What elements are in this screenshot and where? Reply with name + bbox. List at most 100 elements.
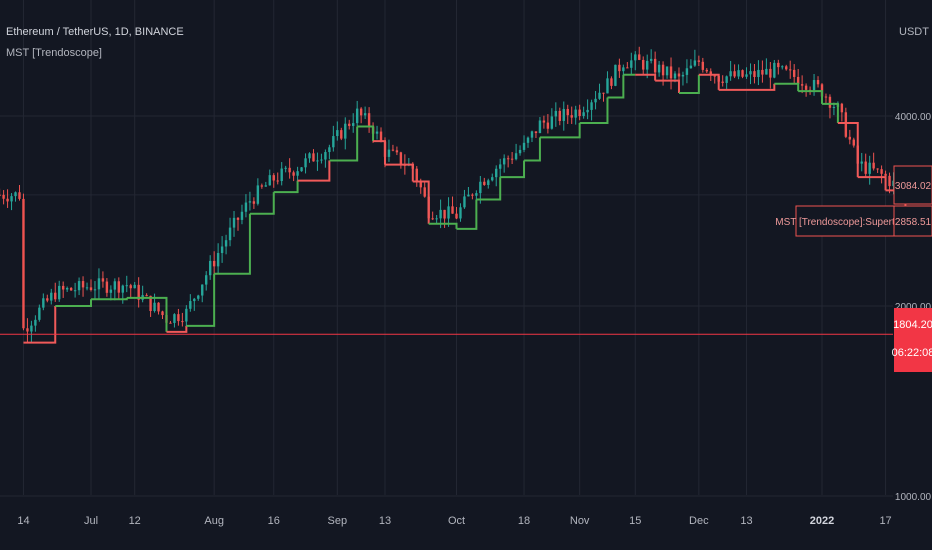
candle-body	[58, 285, 61, 300]
candle-body	[10, 196, 13, 202]
candle-body	[578, 109, 581, 117]
candle-body	[260, 185, 264, 187]
price-tick-label: 4000.00	[895, 112, 932, 123]
time-tick-label: Oct	[448, 515, 465, 527]
candle-body	[642, 59, 645, 70]
candle-body	[554, 110, 558, 117]
candle-body	[101, 278, 105, 282]
supertrend-segment	[357, 125, 375, 142]
candle-body	[97, 278, 101, 290]
candle-body	[721, 81, 724, 83]
candle-body	[872, 162, 875, 169]
candle-body	[324, 152, 327, 160]
candle-body	[888, 175, 891, 187]
time-tick-label: 13	[379, 515, 391, 527]
candle-body	[558, 110, 561, 121]
candle-body	[236, 217, 240, 220]
indicator-title[interactable]: MST [Trendoscope]	[6, 47, 102, 59]
candle-body	[530, 131, 534, 138]
candle-body	[276, 180, 279, 182]
supertrend-segment	[126, 296, 168, 332]
symbol-title[interactable]: Ethereum / TetherUS, 1D, BINANCE	[6, 26, 184, 38]
candle-body	[860, 161, 863, 164]
supertrend-segment	[476, 177, 502, 201]
candle-body	[352, 123, 355, 126]
candle-body	[506, 158, 510, 160]
supertrend-segment	[428, 222, 458, 229]
candle-body	[344, 123, 347, 139]
candle-body	[363, 113, 367, 116]
candle-body	[709, 71, 712, 76]
candle-body	[669, 66, 673, 79]
candle-body	[606, 78, 609, 94]
candle-body	[824, 96, 828, 98]
candle-body	[340, 130, 343, 139]
candle-body	[630, 60, 633, 68]
supertrend-segment	[214, 213, 251, 275]
time-axis[interactable]: 14 Jul 12 Aug 16 Sep 13 Oct 18 Nov 15 Dec 13 2022 17	[17, 515, 891, 527]
candle-body	[232, 217, 236, 228]
candle-body	[125, 285, 128, 287]
candle-body	[495, 168, 498, 178]
candle-body	[713, 75, 716, 77]
supertrend-line	[23, 73, 907, 344]
candle-body	[320, 159, 323, 161]
grid	[0, 0, 893, 497]
candle-body	[876, 168, 879, 170]
candle-body	[38, 307, 41, 320]
candle-body	[685, 68, 689, 75]
candle-body	[181, 321, 184, 323]
candle-body	[479, 181, 482, 194]
candle-body	[228, 227, 232, 241]
candle-body	[594, 98, 597, 103]
price-box-lower-value: 2858.51	[895, 217, 932, 228]
candle-body	[431, 218, 434, 220]
candle-body	[773, 62, 776, 78]
candle-body	[816, 80, 820, 85]
candle-body	[300, 167, 303, 172]
candle-body	[510, 158, 514, 160]
candle-body	[157, 302, 160, 312]
time-tick-label: Jul	[84, 515, 98, 527]
candle-body	[284, 167, 287, 169]
currency-unit: USDT	[899, 26, 929, 38]
candle-body	[884, 173, 887, 176]
candle-body	[415, 168, 418, 182]
candle-body	[73, 290, 77, 292]
candle-body	[149, 295, 152, 312]
supertrend-segment	[329, 126, 359, 162]
candle-body	[46, 298, 49, 301]
candle-body	[387, 149, 391, 157]
candle-body	[840, 103, 844, 113]
time-tick-label: 12	[129, 515, 141, 527]
candle-body	[30, 325, 33, 332]
candle-body	[475, 193, 478, 196]
time-tick-label: Nov	[570, 515, 590, 527]
time-tick-label: Aug	[204, 515, 224, 527]
candle-body	[582, 112, 585, 117]
candle-body	[312, 153, 315, 162]
candle-body	[308, 153, 311, 159]
candle-body	[93, 289, 97, 291]
candle-body	[367, 113, 371, 127]
candle-body	[248, 201, 252, 203]
candle-body	[757, 69, 760, 78]
candle-body	[264, 185, 268, 187]
candle-body	[240, 211, 244, 220]
candle-body	[491, 177, 494, 181]
candle-body	[610, 78, 613, 86]
candle-body	[288, 167, 291, 173]
candle-body	[69, 287, 73, 291]
supertrend-segment	[746, 83, 776, 91]
candle-body	[113, 281, 117, 290]
supertrend-segment	[456, 199, 478, 230]
candle-body	[145, 295, 148, 297]
candle-body	[741, 70, 744, 77]
candle-body	[765, 68, 768, 75]
candle-body	[117, 281, 121, 293]
candle-body	[6, 198, 9, 202]
candle-body	[2, 194, 5, 199]
time-tick-label: 15	[629, 515, 641, 527]
